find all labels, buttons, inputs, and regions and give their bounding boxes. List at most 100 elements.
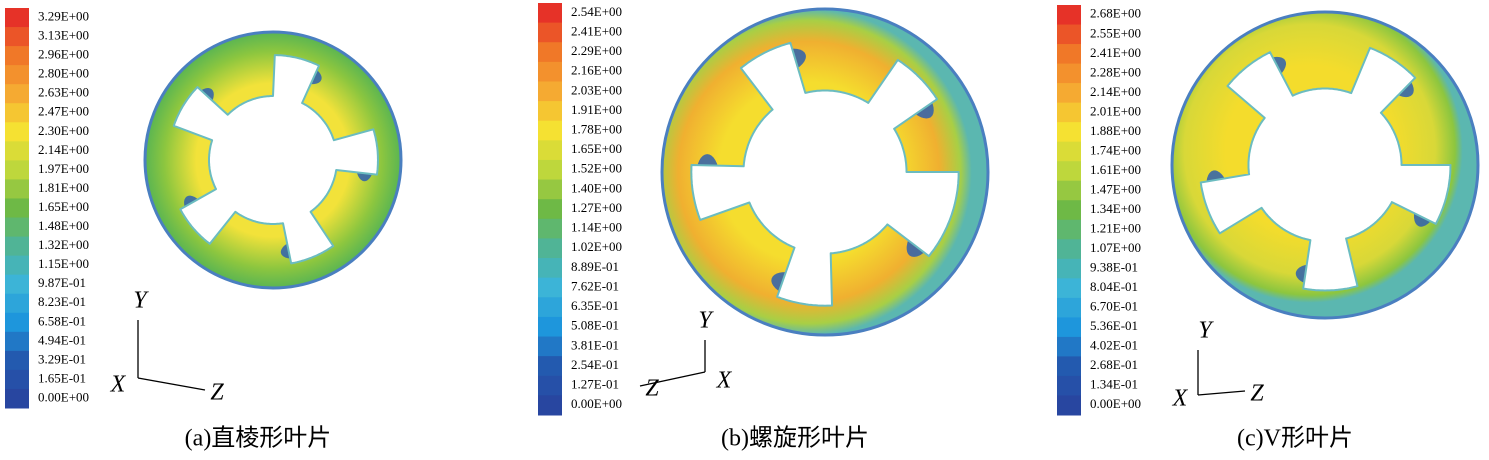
legend-swatch (538, 238, 562, 259)
legend-swatch (538, 297, 562, 318)
legend-label: 1.02E+00 (571, 239, 622, 254)
legend-swatch (5, 160, 29, 180)
legend-label: 2.68E-01 (1090, 357, 1138, 372)
legend-swatch (1057, 297, 1081, 318)
legend-label: 1.15E+00 (38, 256, 89, 271)
legend-label: 3.13E+00 (38, 28, 89, 43)
legend-swatch (5, 141, 29, 161)
legend-label: 1.07E+00 (1090, 240, 1141, 255)
legend-label: 6.70E-01 (1090, 299, 1138, 314)
legend-swatch (1057, 395, 1081, 416)
legend-swatch (5, 84, 29, 104)
legend-swatch (1057, 5, 1081, 26)
legend-label: 0.00E+00 (38, 389, 89, 404)
legend-swatch (1057, 317, 1081, 338)
legend-swatch (538, 356, 562, 377)
legend-swatch (1057, 141, 1081, 162)
legend-label: 0.00E+00 (1090, 396, 1141, 411)
panel-caption: (c)V形叶片 (1237, 425, 1353, 452)
legend-label: 1.21E+00 (1090, 221, 1141, 236)
legend-label: 1.65E+00 (571, 141, 622, 156)
legend-label: 1.52E+00 (571, 161, 622, 176)
legend-swatch (5, 293, 29, 314)
legend-swatch (5, 312, 29, 333)
legend-label: 1.91E+00 (571, 102, 622, 117)
legend-swatch (5, 46, 29, 66)
legend-swatch (5, 217, 29, 238)
legend-label: 1.48E+00 (38, 218, 89, 233)
legend-label: 1.40E+00 (571, 180, 622, 195)
legend-swatch (538, 3, 562, 24)
legend-swatch (5, 331, 29, 352)
legend-label: 5.36E-01 (1090, 318, 1138, 333)
legend-swatch (5, 369, 29, 390)
legend-swatch (1057, 180, 1081, 201)
legend-swatch (1057, 239, 1081, 260)
legend-label: 2.16E+00 (571, 63, 622, 78)
legend-label: 2.80E+00 (38, 66, 89, 81)
legend-label: 1.27E-01 (571, 377, 619, 392)
legend-label: 1.74E+00 (1090, 142, 1141, 157)
legend-swatch (538, 199, 562, 220)
legend-label: 1.61E+00 (1090, 162, 1141, 177)
legend-label: 1.88E+00 (1090, 123, 1141, 138)
legend-swatch (1057, 63, 1081, 84)
legend-swatch (5, 274, 29, 295)
legend-swatch (538, 179, 562, 200)
axis-letter: X (1172, 386, 1189, 412)
legend-swatch (538, 81, 562, 102)
legend-label: 2.54E+00 (571, 4, 622, 19)
legend-swatch (1057, 122, 1081, 143)
legend-label: 2.29E+00 (571, 43, 622, 58)
legend-label: 2.47E+00 (38, 104, 89, 119)
legend-swatch (538, 101, 562, 122)
legend-label: 1.65E-01 (38, 370, 86, 385)
legend-label: 8.04E-01 (1090, 279, 1138, 294)
legend-label: 4.94E-01 (38, 332, 86, 347)
legend-label: 6.35E-01 (571, 298, 619, 313)
legend-label: 1.14E+00 (571, 220, 622, 235)
legend-label: 2.14E+00 (38, 142, 89, 157)
legend-label: 2.03E+00 (571, 82, 622, 97)
legend-label: 3.81E-01 (571, 337, 619, 352)
legend-label: 2.41E+00 (571, 23, 622, 38)
legend-label: 6.58E-01 (38, 313, 86, 328)
legend-swatch (1057, 161, 1081, 182)
legend-swatch (1057, 200, 1081, 221)
legend-label: 2.55E+00 (1090, 25, 1141, 40)
legend-label: 2.63E+00 (38, 85, 89, 100)
legend-swatch (1057, 258, 1081, 279)
legend-swatch (538, 140, 562, 161)
legend-label: 1.97E+00 (38, 161, 89, 176)
legend-swatch (5, 236, 29, 257)
legend-swatch (538, 61, 562, 82)
panel-caption: (b)螺旋形叶片 (721, 425, 869, 452)
legend-swatch (1057, 278, 1081, 299)
legend-label: 2.14E+00 (1090, 84, 1141, 99)
rotor-hollow (172, 54, 379, 265)
axis-letter: X (716, 368, 733, 394)
axis-letter: Y (1198, 318, 1214, 344)
legend-label: 5.08E-01 (571, 318, 619, 333)
axis-letter: Z (210, 380, 224, 406)
legend-swatch (5, 388, 29, 409)
axis-line (1197, 390, 1246, 396)
legend-swatch (538, 258, 562, 279)
legend-swatch (538, 395, 562, 416)
legend-label: 1.65E+00 (38, 199, 89, 214)
axis-letter: Z (1250, 381, 1264, 407)
legend-swatch (5, 65, 29, 85)
legend-swatch (1057, 24, 1081, 45)
legend-label: 1.78E+00 (571, 122, 622, 137)
legend-label: 4.02E-01 (1090, 338, 1138, 353)
legend-label: 1.27E+00 (571, 200, 622, 215)
axis-line (137, 377, 206, 391)
axis-line (639, 371, 706, 387)
legend-label: 0.00E+00 (571, 396, 622, 411)
legend-label: 2.68E+00 (1090, 6, 1141, 21)
legend-swatch (538, 316, 562, 338)
legend-label: 9.38E-01 (1090, 260, 1138, 275)
legend-swatch (5, 350, 29, 371)
legend-label: 3.29E-01 (38, 351, 86, 366)
